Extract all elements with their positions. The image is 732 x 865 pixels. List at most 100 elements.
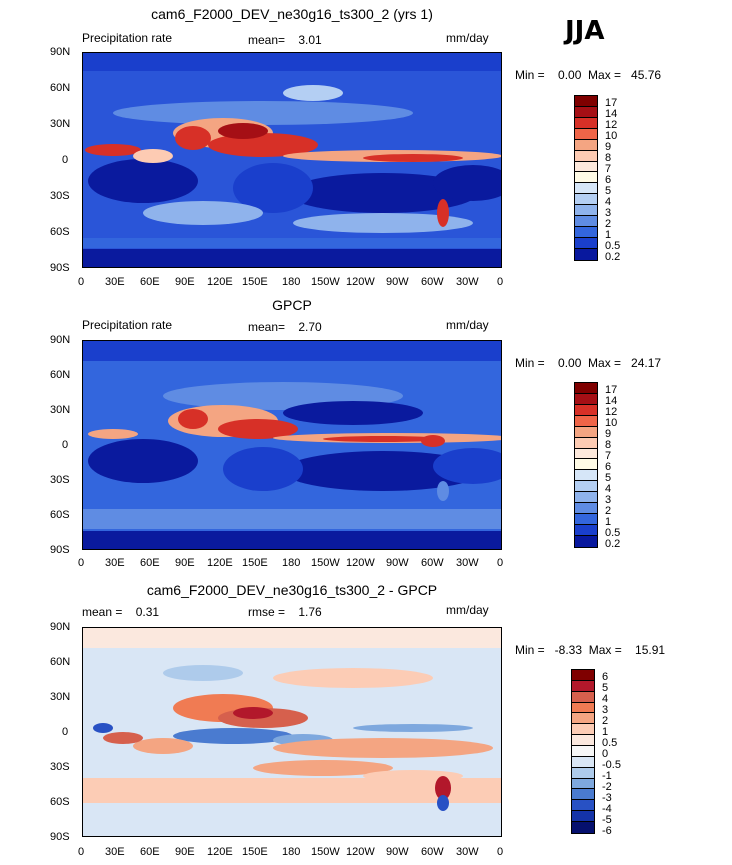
panel-3-rmse-label: rmse = 1.76	[248, 605, 322, 619]
colorbar-swatch	[575, 183, 597, 195]
lon-tick: 0	[497, 846, 504, 858]
lat-tick: 90S	[50, 544, 70, 556]
panel-3-units: mm/day	[446, 603, 489, 617]
panel-3-mean-label: mean = 0.31	[82, 605, 160, 619]
lon-tick: 60W	[421, 276, 444, 288]
lon-tick: 90E	[175, 557, 195, 569]
panel-1-minmax: Min = 0.00 Max = 45.76	[515, 68, 662, 82]
colorbar-swatch	[575, 481, 597, 493]
panel-3-colorbar	[571, 669, 595, 834]
panel-2-map	[82, 340, 502, 550]
lon-tick: 90W	[386, 557, 409, 569]
lat-tick: 30S	[50, 761, 70, 773]
colorbar-swatch	[575, 128, 597, 140]
lat-tick: 0	[62, 439, 69, 451]
lat-tick: 90N	[50, 621, 71, 633]
lon-tick: 60W	[421, 846, 444, 858]
colorbar-swatch	[572, 724, 594, 736]
lat-tick: 60N	[50, 82, 71, 94]
colorbar-label: 5	[602, 682, 609, 694]
colorbar-swatch	[572, 789, 594, 801]
colorbar-label: 1	[605, 516, 612, 528]
lat-tick: 60N	[50, 656, 71, 668]
colorbar-swatch	[575, 237, 597, 249]
colorbar-label: 7	[605, 450, 612, 462]
lon-tick: 150W	[311, 557, 340, 569]
colorbar-swatch	[575, 503, 597, 515]
colorbar-swatch	[575, 426, 597, 438]
panel-2-title: GPCP	[272, 297, 312, 313]
colorbar-swatch	[572, 735, 594, 747]
lon-tick: 90W	[386, 276, 409, 288]
colorbar-label: 2	[605, 218, 612, 230]
colorbar-swatch	[575, 437, 597, 449]
lon-tick: 0	[78, 276, 85, 288]
panel-2-units: mm/day	[446, 318, 489, 332]
lat-tick: 30S	[50, 474, 70, 486]
lon-tick: 90W	[386, 846, 409, 858]
colorbar-swatch	[575, 216, 597, 228]
colorbar-swatch	[575, 194, 597, 206]
lat-tick: 90S	[50, 831, 70, 843]
colorbar-label: 17	[605, 384, 618, 396]
colorbar-label: 17	[605, 97, 618, 109]
lat-tick: 30N	[50, 691, 71, 703]
lon-tick: 120E	[207, 557, 233, 569]
lon-tick: 30E	[105, 557, 125, 569]
colorbar-label: 0.2	[605, 251, 621, 263]
lon-tick: 60E	[140, 276, 160, 288]
lon-tick: 180	[282, 276, 301, 288]
colorbar-label: 2	[605, 505, 612, 517]
lat-tick: 60S	[50, 509, 70, 521]
panel-2-colorbar	[574, 382, 598, 548]
colorbar-swatch	[575, 393, 597, 405]
lon-tick: 150W	[311, 846, 340, 858]
colorbar-label: 7	[605, 163, 612, 175]
colorbar-swatch	[572, 680, 594, 692]
colorbar-label: 4	[605, 483, 612, 495]
colorbar-label: 12	[605, 119, 618, 131]
lon-tick: 120E	[207, 846, 233, 858]
panel-1-mean-label: mean= 3.01	[248, 33, 322, 47]
colorbar-label: 3	[602, 704, 609, 716]
colorbar-swatch	[575, 492, 597, 504]
lon-tick: 30W	[456, 557, 479, 569]
colorbar-label: -2	[602, 781, 612, 793]
colorbar-swatch	[575, 535, 597, 547]
lon-tick: 180	[282, 846, 301, 858]
panel-2-variable-label: Precipitation rate	[82, 318, 173, 332]
panel-1-variable-label: Precipitation rate	[82, 31, 173, 45]
colorbar-swatch	[572, 691, 594, 703]
colorbar-label: 14	[605, 395, 618, 407]
lat-tick: 0	[62, 154, 69, 166]
lon-tick: 180	[282, 557, 301, 569]
lat-tick: 60S	[50, 796, 70, 808]
colorbar-swatch	[572, 800, 594, 812]
colorbar-label: 5	[605, 472, 612, 484]
colorbar-swatch	[575, 227, 597, 238]
lon-tick: 0	[78, 557, 85, 569]
lat-tick: 30N	[50, 404, 71, 416]
colorbar-swatch	[575, 248, 597, 260]
lon-tick: 120W	[346, 276, 375, 288]
colorbar-label: -3	[602, 792, 612, 804]
colorbar-label: 0.5	[605, 240, 621, 252]
lat-tick: 90N	[50, 334, 71, 346]
colorbar-label: 4	[602, 693, 609, 705]
colorbar-label: -4	[602, 803, 612, 815]
panel-1-units: mm/day	[446, 31, 489, 45]
panel-1-field	[83, 53, 501, 267]
lon-tick: 90E	[175, 276, 195, 288]
colorbar-label: 0.5	[602, 737, 618, 749]
colorbar-swatch	[572, 767, 594, 779]
colorbar-swatch	[575, 524, 597, 536]
lat-tick: 60S	[50, 226, 70, 238]
colorbar-swatch	[575, 415, 597, 427]
panel-3-minmax: Min = -8.33 Max = 15.91	[515, 643, 666, 657]
lon-tick: 90E	[175, 846, 195, 858]
colorbar-label: -6	[602, 825, 612, 837]
panel-3-map	[82, 627, 502, 837]
lon-tick: 150E	[242, 276, 268, 288]
colorbar-label: 10	[605, 130, 618, 142]
lat-tick: 30S	[50, 190, 70, 202]
